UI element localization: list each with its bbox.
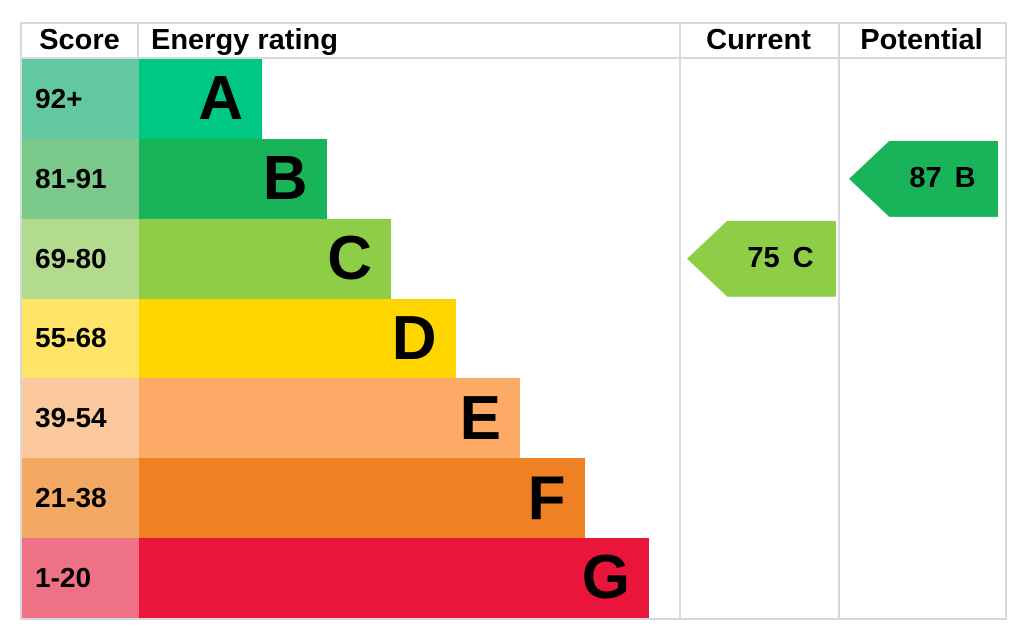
band-score-range: 69-80 <box>22 218 139 299</box>
potential-score-value: 87 <box>909 162 942 195</box>
band-bar: B <box>139 138 327 219</box>
band-bar: F <box>139 458 585 539</box>
header-energy-rating: Energy rating <box>151 24 338 56</box>
current-rating-letter: C <box>792 242 814 275</box>
current-score-value: 75 <box>747 242 780 275</box>
band-score-range: 39-54 <box>22 378 139 459</box>
band-score-range: 55-68 <box>22 298 139 379</box>
band-row: 69-80 C <box>22 218 679 299</box>
potential-rating-arrow: 87 B <box>849 140 998 217</box>
band-row: 1-20 G <box>22 538 679 618</box>
table-header-row: Score Energy rating Current Potential <box>22 24 1005 59</box>
band-row: 81-91 B <box>22 138 679 219</box>
epc-table: Score Energy rating Current Potential 92… <box>20 22 1007 620</box>
band-row: 92+ A <box>22 59 679 139</box>
band-score-range: 1-20 <box>22 538 139 618</box>
band-score-range: 81-91 <box>22 138 139 219</box>
column-divider-energy-current <box>679 24 681 618</box>
potential-rating-letter: B <box>954 162 976 195</box>
header-score: Score <box>22 24 139 57</box>
header-current: Current <box>706 24 811 56</box>
band-bar: A <box>139 59 262 139</box>
band-row: 21-38 F <box>22 458 679 539</box>
band-bar: G <box>139 538 649 618</box>
header-potential: Potential <box>860 24 983 56</box>
band-score-range: 92+ <box>22 59 139 139</box>
band-score-range: 21-38 <box>22 458 139 539</box>
band-row: 39-54 E <box>22 378 679 459</box>
band-bar: D <box>139 298 456 379</box>
band-bar: E <box>139 378 520 459</box>
column-divider-current-potential <box>838 24 840 618</box>
current-rating-arrow: 75 C <box>687 220 836 297</box>
band-row: 55-68 D <box>22 298 679 379</box>
band-rows: 92+ A 81-91 B 69-80 C 55-68 D 39-54 E <box>22 59 679 618</box>
band-bar: C <box>139 218 391 299</box>
